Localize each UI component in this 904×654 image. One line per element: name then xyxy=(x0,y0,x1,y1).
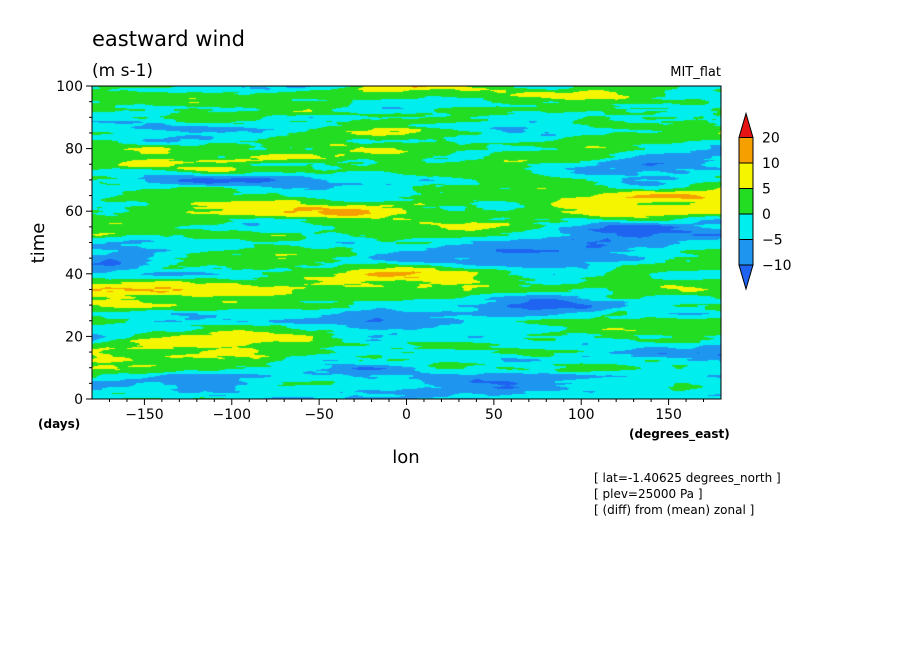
colorbar-segment xyxy=(738,137,754,164)
x-tick-label: 50 xyxy=(485,407,503,423)
colorbar-segment xyxy=(738,239,754,266)
x-tick-label: −50 xyxy=(304,407,334,423)
chart-title: eastward wind xyxy=(92,27,245,51)
colorbar-label: 5 xyxy=(762,182,771,198)
x-tick-label: 150 xyxy=(655,407,682,423)
x-axis-label: lon xyxy=(392,447,419,468)
colorbar-label: −10 xyxy=(762,258,792,274)
x-units-label: (degrees_east) xyxy=(629,427,730,442)
y-axis-label: time xyxy=(28,223,49,264)
annotation-latitude: [ lat=-1.40625 degrees_north ] xyxy=(594,471,781,485)
x-tick-label: 0 xyxy=(402,407,411,423)
colorbar: 20 10 5 0 −5 −10 xyxy=(738,111,792,291)
colorbar-segment xyxy=(738,213,754,240)
y-tick-label: 0 xyxy=(74,392,83,408)
annotation-zonal-diff: [ (diff) from (mean) zonal ] xyxy=(594,503,754,517)
colorbar-label: −5 xyxy=(762,233,783,249)
colorbar-extend-max xyxy=(738,111,754,138)
model-label: MIT_flat xyxy=(670,65,721,80)
colorbar-segment xyxy=(738,162,754,189)
y-units-label: (days) xyxy=(38,417,80,431)
colorbar-extend-min xyxy=(738,264,754,291)
y-tick-label: 60 xyxy=(65,204,83,220)
chart-units: (m s-1) xyxy=(92,61,153,81)
y-tick-label: 80 xyxy=(65,142,83,158)
colorbar-label: 0 xyxy=(762,207,771,223)
x-tick-label: −100 xyxy=(213,407,251,423)
heatmap-field xyxy=(92,86,721,399)
x-tick-label: 100 xyxy=(568,407,595,423)
colorbar-label: 10 xyxy=(762,156,780,172)
colorbar-segment xyxy=(738,188,754,215)
y-tick-label: 40 xyxy=(65,267,83,283)
y-tick-label: 20 xyxy=(65,329,83,345)
x-axis: −150 −100 −50 0 50 100 150 xyxy=(108,399,705,423)
annotation-pressure-level: [ plev=25000 Pa ] xyxy=(594,487,703,501)
y-tick-label: 100 xyxy=(56,79,83,95)
colorbar-label: 20 xyxy=(762,131,780,147)
heatmap-image xyxy=(92,86,721,399)
x-tick-label: −150 xyxy=(125,407,163,423)
y-axis: 0 20 40 60 80 100 xyxy=(56,79,92,408)
